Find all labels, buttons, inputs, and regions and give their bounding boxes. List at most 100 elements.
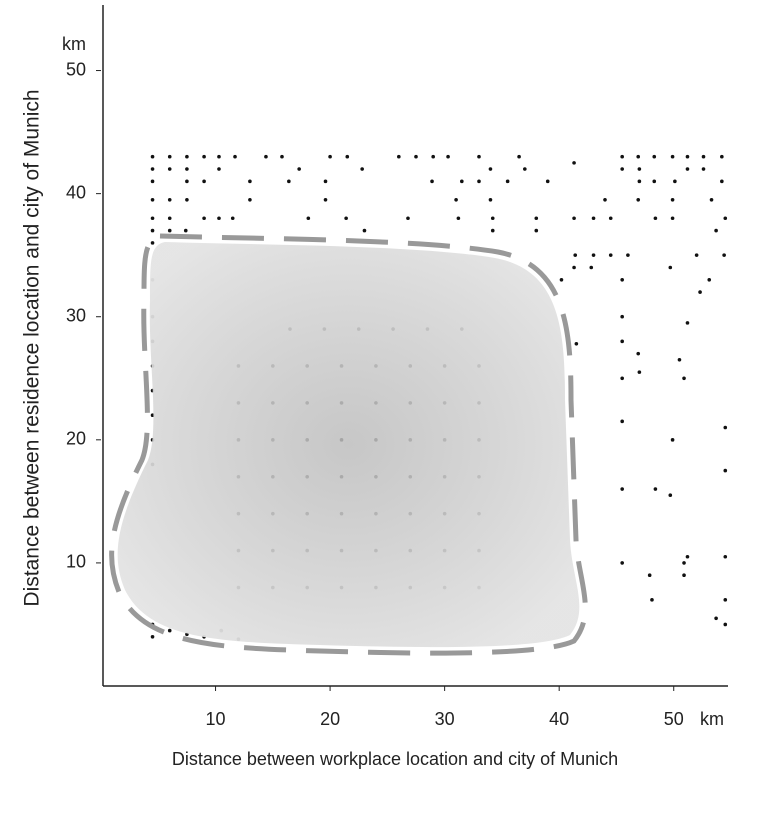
point	[685, 154, 690, 159]
point	[167, 197, 172, 202]
x-tick-label: 20	[320, 709, 340, 729]
point	[167, 154, 172, 159]
point	[620, 167, 624, 171]
point	[701, 167, 706, 171]
point	[620, 419, 624, 424]
point	[637, 167, 642, 171]
point	[505, 179, 510, 184]
point	[589, 265, 594, 270]
point	[573, 253, 578, 257]
point	[344, 216, 348, 221]
point	[545, 179, 550, 184]
point	[637, 370, 642, 374]
point	[682, 561, 686, 565]
y-tick-label: 10	[66, 552, 86, 572]
point	[248, 197, 252, 202]
point	[517, 154, 521, 159]
point	[714, 228, 718, 233]
point	[328, 154, 332, 159]
point	[460, 179, 464, 184]
point	[185, 197, 189, 202]
point	[488, 167, 493, 171]
point	[694, 253, 699, 257]
point	[572, 161, 576, 165]
point	[650, 598, 654, 602]
point	[230, 216, 235, 221]
point	[297, 167, 301, 171]
point	[167, 167, 172, 171]
point	[185, 167, 189, 171]
point	[323, 179, 328, 184]
y-axis-title: Distance between residence location and …	[21, 89, 44, 606]
point	[701, 154, 706, 159]
point	[202, 154, 206, 159]
point	[202, 179, 206, 184]
point	[323, 197, 328, 202]
point	[723, 216, 728, 221]
x-tick-label: 50	[664, 709, 684, 729]
point	[150, 197, 155, 202]
point	[652, 154, 657, 159]
point	[668, 493, 673, 498]
point	[685, 321, 690, 325]
point	[185, 154, 189, 159]
x-axis-title: Distance between workplace location and …	[172, 749, 618, 769]
point	[534, 216, 539, 221]
point	[233, 154, 237, 159]
point	[670, 197, 675, 202]
point	[217, 167, 221, 171]
point	[722, 253, 726, 257]
point	[559, 278, 564, 282]
point	[636, 154, 641, 159]
point	[626, 253, 630, 257]
point	[603, 197, 607, 202]
point	[150, 216, 155, 221]
point	[591, 216, 596, 221]
point	[723, 598, 728, 602]
point	[620, 314, 624, 319]
point	[202, 216, 206, 221]
point	[264, 154, 268, 159]
point	[620, 154, 624, 159]
point	[653, 216, 658, 221]
point	[345, 154, 350, 159]
point	[430, 179, 434, 184]
point	[362, 228, 367, 233]
point	[217, 154, 221, 159]
point	[150, 241, 155, 245]
point	[167, 216, 172, 221]
point	[668, 265, 673, 270]
point	[183, 228, 188, 233]
point	[620, 561, 624, 565]
point	[720, 179, 724, 184]
point	[720, 154, 724, 159]
point	[709, 197, 714, 202]
point	[572, 216, 576, 221]
x-tick-label: 10	[206, 709, 226, 729]
point	[707, 278, 712, 282]
point	[685, 554, 690, 559]
point	[150, 167, 155, 171]
point	[723, 468, 728, 473]
point	[414, 154, 418, 159]
point	[591, 253, 596, 257]
point	[534, 228, 539, 233]
point	[636, 351, 641, 356]
point	[714, 616, 718, 621]
point	[150, 228, 155, 233]
point	[490, 228, 495, 233]
point	[572, 265, 576, 270]
point	[647, 573, 652, 578]
point	[620, 376, 624, 381]
point	[167, 228, 172, 233]
point	[217, 216, 221, 221]
x-tick-label: 40	[549, 709, 569, 729]
point	[397, 154, 401, 159]
point	[723, 554, 728, 559]
x-unit: km	[700, 709, 724, 729]
region-outline	[109, 233, 588, 656]
point	[670, 438, 675, 442]
point	[150, 154, 155, 159]
y-tick-label: 50	[66, 59, 86, 79]
